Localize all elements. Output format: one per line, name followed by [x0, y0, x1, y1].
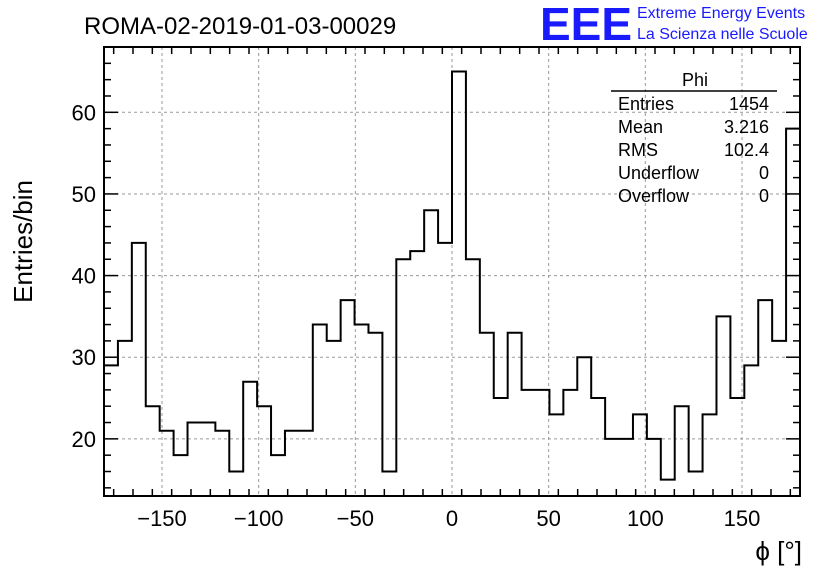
y-tick-label: 50 [72, 182, 96, 207]
histogram-bin [689, 472, 703, 496]
histogram-bin [744, 365, 758, 496]
histogram-bin [591, 398, 605, 496]
stats-title: Phi [682, 70, 708, 90]
stats-row-label: RMS [618, 140, 658, 160]
stats-row-value: 102.4 [724, 140, 769, 160]
eee-logo-text: EEE [540, 0, 632, 50]
histogram-bin [494, 398, 508, 496]
histogram-bin [313, 325, 327, 496]
stats-row-label: Mean [618, 117, 663, 137]
histogram-bin [229, 472, 243, 496]
histogram-bin [730, 398, 744, 496]
x-tick-label: 100 [627, 506, 664, 531]
histogram-bin [466, 259, 480, 496]
histogram-series [104, 70, 800, 496]
histogram-bin [661, 480, 675, 496]
histogram-bin [271, 455, 285, 496]
x-tick-label: 50 [536, 506, 560, 531]
histogram-bin [243, 382, 257, 496]
x-tick-label: 0 [446, 506, 458, 531]
histogram-bin [438, 243, 452, 496]
histogram-bin [549, 414, 563, 496]
histogram-bin [605, 439, 619, 496]
histogram-bin [675, 406, 689, 496]
y-tick-label: 20 [72, 427, 96, 452]
eee-logo: EEE Extreme Energy Events La Scienza nel… [540, 0, 808, 50]
stats-row-value: 3.216 [724, 117, 769, 137]
histogram-bin [299, 431, 313, 496]
histogram-bin [703, 414, 717, 496]
x-tick-label: −150 [137, 506, 187, 531]
histogram-bin [215, 431, 229, 496]
histogram-bin [480, 333, 494, 496]
org-name-line2: La Scienza nelle Scuole [637, 26, 808, 43]
axes: −150 −100 −50 0 50 100 150 20 30 40 50 60 [72, 46, 801, 531]
y-tick-label: 60 [72, 100, 96, 125]
histogram-bin [522, 390, 536, 496]
histogram-bin [368, 333, 382, 496]
org-name-line1: Extreme Energy Events [637, 5, 805, 22]
y-axis-label: Entries/bin [8, 180, 38, 303]
histogram-bin [563, 390, 577, 496]
stats-row-label: Overflow [618, 186, 690, 206]
histogram-bin [716, 316, 730, 496]
stats-box: Phi Entries 1454 Mean 3.216 RMS 102.4 Underflo… [611, 70, 777, 206]
histogram-bin [577, 357, 591, 496]
x-tick-label: −100 [234, 506, 284, 531]
histogram-bin [327, 341, 341, 496]
x-tick-label: 150 [724, 506, 761, 531]
stats-row-label: Entries [618, 94, 674, 114]
histogram-bin [786, 129, 800, 496]
histogram-bin [355, 325, 369, 496]
histogram-bin [772, 341, 786, 496]
y-tick-label: 40 [72, 264, 96, 289]
histogram-bin [104, 365, 118, 496]
chart-title: ROMA-02-2019-01-03-00029 [84, 13, 396, 40]
histogram-bin [341, 300, 355, 496]
plot-frame [103, 46, 801, 497]
stats-row-value: 0 [759, 163, 769, 183]
histogram-bin [160, 431, 174, 496]
histogram-bin [285, 431, 299, 496]
y-tick-label: 30 [72, 345, 96, 370]
histogram-bin [452, 71, 466, 496]
histogram-bin [396, 259, 410, 496]
histogram-bin [146, 406, 160, 496]
x-axis-label: ϕ [°] [755, 536, 802, 566]
histogram-bin [758, 300, 772, 496]
histogram-outline [104, 70, 800, 481]
histogram-bin [257, 406, 271, 496]
histogram-bin [619, 439, 633, 496]
histogram-bin [508, 333, 522, 496]
stats-row-value: 1454 [729, 94, 769, 114]
stats-row-value: 0 [759, 186, 769, 206]
histogram-bin [132, 243, 146, 496]
histogram-bin [633, 414, 647, 496]
histogram-bin [424, 210, 438, 496]
histogram-bin [174, 455, 188, 496]
histogram-bin [536, 390, 550, 496]
histogram-bin [201, 423, 215, 496]
histogram-bin [118, 341, 132, 496]
histogram-bin [188, 423, 202, 496]
histogram-bin [410, 251, 424, 496]
x-tick-label: −50 [337, 506, 374, 531]
stats-row-label: Underflow [618, 163, 700, 183]
histogram-bin [647, 439, 661, 496]
